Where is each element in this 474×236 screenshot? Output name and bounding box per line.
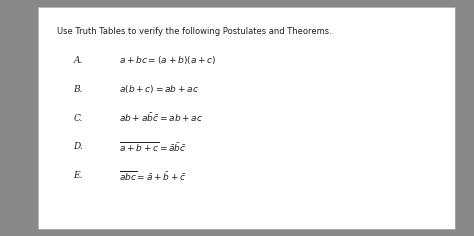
Text: $\overline{abc} = \bar{a} + \bar{b} + \bar{c}$: $\overline{abc} = \bar{a} + \bar{b} + \b… (119, 169, 187, 183)
Text: Use Truth Tables to verify the following Postulates and Theorems.: Use Truth Tables to verify the following… (57, 27, 331, 36)
Text: $a + bc = (a + b)(a + c)$: $a + bc = (a + b)(a + c)$ (119, 54, 217, 66)
Text: $a(b + c) = ab + ac$: $a(b + c) = ab + ac$ (119, 83, 199, 95)
Text: D.: D. (73, 142, 83, 151)
Text: $ab + a\bar{b}\bar{c} = ab + ac$: $ab + a\bar{b}\bar{c} = ab + ac$ (119, 112, 203, 124)
Text: C.: C. (73, 114, 83, 122)
Text: A.: A. (73, 56, 83, 65)
Text: E.: E. (73, 171, 83, 180)
Text: $\overline{a + b + c} = \bar{a}\bar{b}\bar{c}$: $\overline{a + b + c} = \bar{a}\bar{b}\b… (119, 140, 187, 154)
Text: B.: B. (73, 85, 83, 94)
